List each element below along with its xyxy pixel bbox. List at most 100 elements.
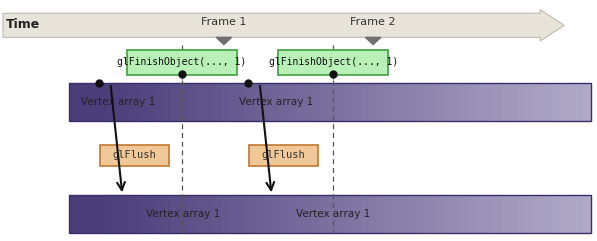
FancyBboxPatch shape xyxy=(97,83,106,120)
FancyBboxPatch shape xyxy=(534,195,542,233)
FancyBboxPatch shape xyxy=(270,83,279,120)
FancyBboxPatch shape xyxy=(369,83,378,120)
FancyBboxPatch shape xyxy=(163,195,172,233)
FancyBboxPatch shape xyxy=(435,195,444,233)
Text: Frame 2: Frame 2 xyxy=(350,17,396,27)
FancyBboxPatch shape xyxy=(344,195,353,233)
FancyBboxPatch shape xyxy=(451,195,460,233)
FancyBboxPatch shape xyxy=(344,83,353,120)
FancyBboxPatch shape xyxy=(196,83,205,120)
FancyBboxPatch shape xyxy=(303,83,312,120)
FancyArrow shape xyxy=(3,10,564,41)
FancyBboxPatch shape xyxy=(69,83,97,120)
FancyBboxPatch shape xyxy=(361,83,370,120)
FancyBboxPatch shape xyxy=(567,195,575,233)
FancyBboxPatch shape xyxy=(500,195,509,233)
Text: Frame 1: Frame 1 xyxy=(201,17,247,27)
FancyBboxPatch shape xyxy=(155,195,164,233)
FancyBboxPatch shape xyxy=(336,83,345,120)
FancyBboxPatch shape xyxy=(127,50,237,75)
FancyBboxPatch shape xyxy=(574,83,583,120)
FancyBboxPatch shape xyxy=(558,83,567,120)
FancyBboxPatch shape xyxy=(319,195,328,233)
FancyBboxPatch shape xyxy=(484,83,493,120)
FancyBboxPatch shape xyxy=(262,195,271,233)
FancyBboxPatch shape xyxy=(377,195,386,233)
FancyBboxPatch shape xyxy=(509,195,518,233)
FancyBboxPatch shape xyxy=(229,195,238,233)
FancyBboxPatch shape xyxy=(550,195,559,233)
FancyBboxPatch shape xyxy=(567,83,575,120)
FancyBboxPatch shape xyxy=(435,83,444,120)
FancyBboxPatch shape xyxy=(147,195,156,233)
FancyBboxPatch shape xyxy=(270,195,279,233)
FancyBboxPatch shape xyxy=(319,83,328,120)
FancyBboxPatch shape xyxy=(254,83,263,120)
Text: glFlush: glFlush xyxy=(112,150,156,161)
FancyBboxPatch shape xyxy=(541,195,550,233)
FancyBboxPatch shape xyxy=(467,195,476,233)
FancyBboxPatch shape xyxy=(237,83,246,120)
FancyBboxPatch shape xyxy=(493,83,501,120)
Text: glFlush: glFlush xyxy=(261,150,306,161)
FancyBboxPatch shape xyxy=(476,83,485,120)
FancyBboxPatch shape xyxy=(139,83,147,120)
FancyBboxPatch shape xyxy=(377,83,386,120)
FancyBboxPatch shape xyxy=(213,83,221,120)
FancyBboxPatch shape xyxy=(385,195,394,233)
FancyBboxPatch shape xyxy=(336,195,345,233)
FancyBboxPatch shape xyxy=(525,195,534,233)
FancyBboxPatch shape xyxy=(122,83,131,120)
FancyBboxPatch shape xyxy=(517,195,526,233)
Polygon shape xyxy=(365,37,381,45)
Text: Vertex array 1: Vertex array 1 xyxy=(81,97,155,107)
FancyBboxPatch shape xyxy=(352,195,361,233)
FancyBboxPatch shape xyxy=(385,83,394,120)
FancyBboxPatch shape xyxy=(69,195,97,233)
FancyBboxPatch shape xyxy=(204,195,213,233)
FancyBboxPatch shape xyxy=(328,195,337,233)
Text: GPU: GPU xyxy=(20,207,50,220)
FancyBboxPatch shape xyxy=(221,195,230,233)
FancyBboxPatch shape xyxy=(541,83,550,120)
FancyBboxPatch shape xyxy=(196,195,205,233)
FancyBboxPatch shape xyxy=(402,83,411,120)
FancyBboxPatch shape xyxy=(402,195,411,233)
FancyBboxPatch shape xyxy=(517,83,526,120)
FancyBboxPatch shape xyxy=(106,195,115,233)
FancyBboxPatch shape xyxy=(250,145,318,166)
FancyBboxPatch shape xyxy=(278,83,287,120)
FancyBboxPatch shape xyxy=(163,83,172,120)
Text: Vertex array 1: Vertex array 1 xyxy=(239,97,313,107)
FancyBboxPatch shape xyxy=(509,83,518,120)
FancyBboxPatch shape xyxy=(410,83,419,120)
FancyBboxPatch shape xyxy=(180,195,189,233)
FancyBboxPatch shape xyxy=(534,83,542,120)
FancyBboxPatch shape xyxy=(278,195,287,233)
FancyBboxPatch shape xyxy=(106,83,115,120)
FancyBboxPatch shape xyxy=(459,195,468,233)
FancyBboxPatch shape xyxy=(558,195,567,233)
FancyBboxPatch shape xyxy=(493,195,501,233)
FancyBboxPatch shape xyxy=(418,195,427,233)
FancyBboxPatch shape xyxy=(155,83,164,120)
FancyBboxPatch shape xyxy=(410,195,419,233)
FancyBboxPatch shape xyxy=(122,195,131,233)
FancyBboxPatch shape xyxy=(114,195,122,233)
FancyBboxPatch shape xyxy=(393,195,402,233)
FancyBboxPatch shape xyxy=(171,195,180,233)
FancyBboxPatch shape xyxy=(525,83,534,120)
FancyBboxPatch shape xyxy=(188,195,197,233)
FancyBboxPatch shape xyxy=(352,83,361,120)
FancyBboxPatch shape xyxy=(459,83,468,120)
FancyBboxPatch shape xyxy=(213,195,221,233)
FancyBboxPatch shape xyxy=(147,83,156,120)
FancyBboxPatch shape xyxy=(361,195,370,233)
FancyBboxPatch shape xyxy=(221,83,230,120)
FancyBboxPatch shape xyxy=(328,83,337,120)
Text: Vertex array 1: Vertex array 1 xyxy=(296,209,370,219)
FancyBboxPatch shape xyxy=(295,83,304,120)
Text: Vertex array 1: Vertex array 1 xyxy=(146,209,220,219)
FancyBboxPatch shape xyxy=(139,195,147,233)
Text: Time: Time xyxy=(6,18,40,31)
